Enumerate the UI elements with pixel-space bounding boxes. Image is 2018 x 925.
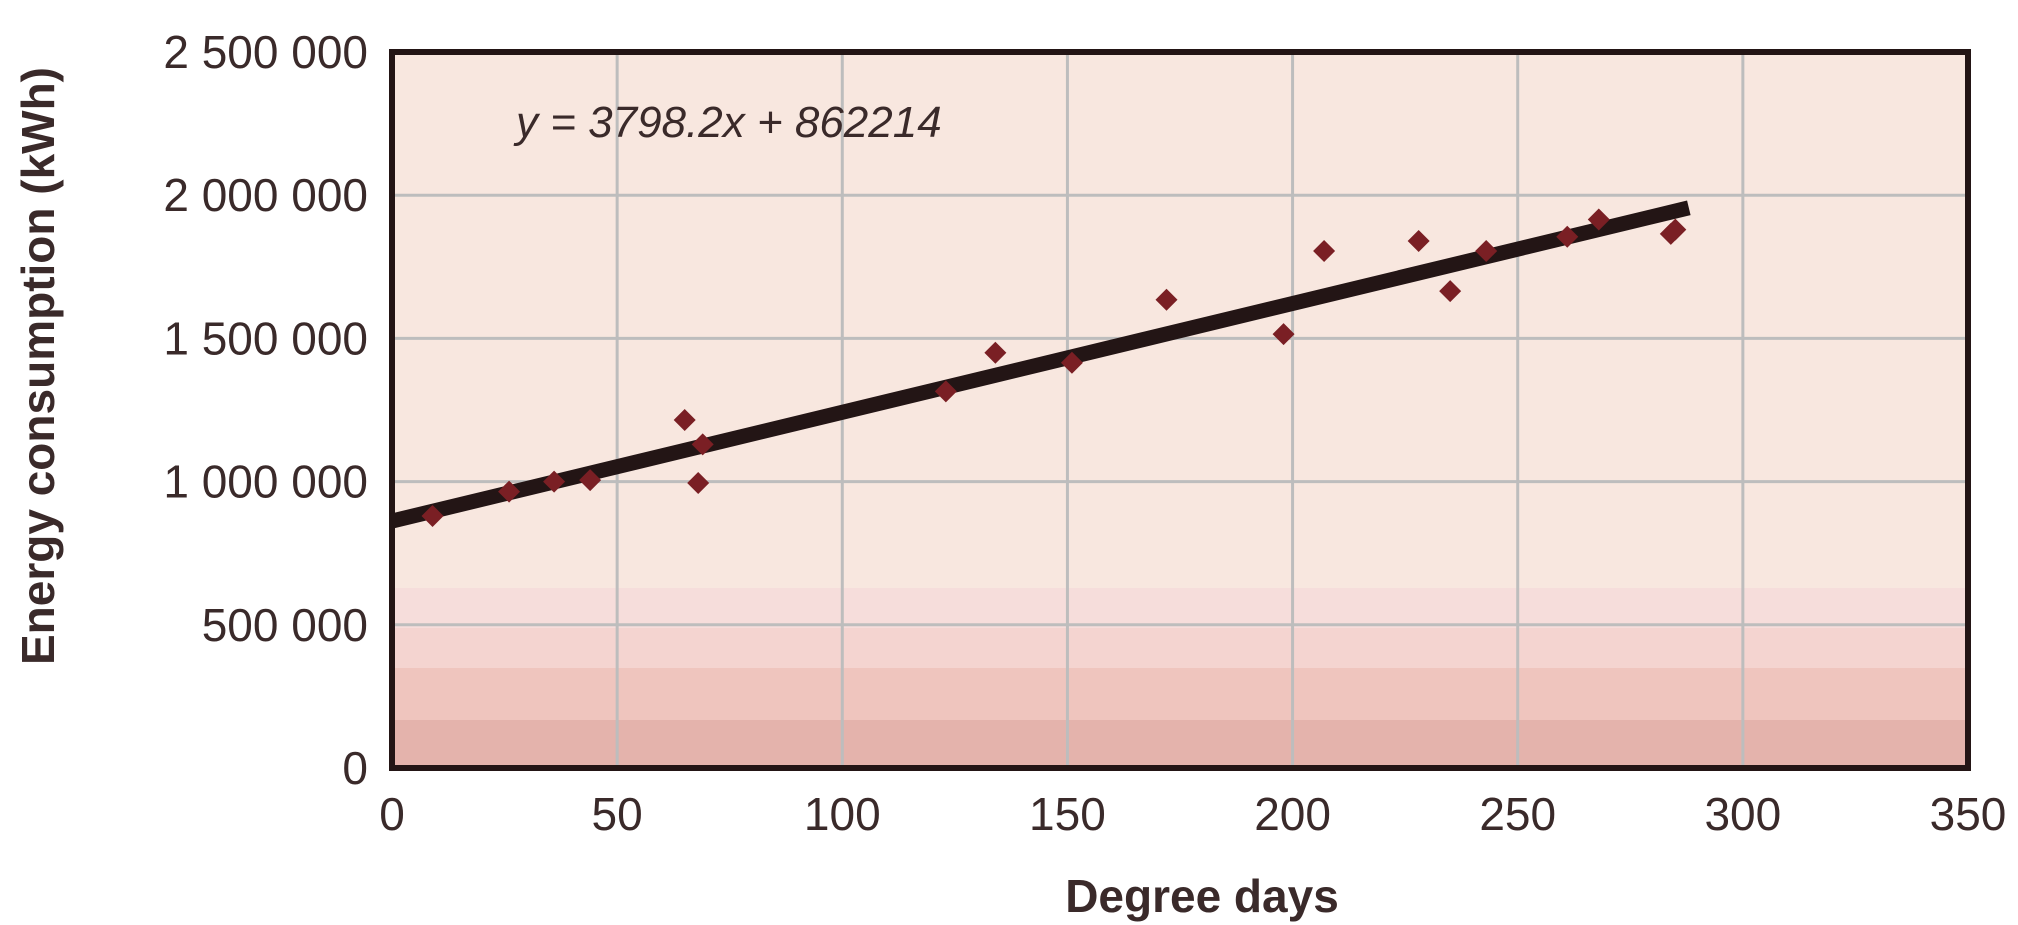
y-tick-label: 2 000 000 xyxy=(163,169,368,221)
data-points xyxy=(421,208,1687,527)
x-tick-label: 0 xyxy=(379,788,405,840)
y-tick-label: 500 000 xyxy=(202,599,368,651)
data-point xyxy=(543,470,566,493)
data-point xyxy=(1313,240,1336,263)
x-axis-ticks: 0 50 100 150 200 250 300 350 xyxy=(379,788,2006,840)
data-point xyxy=(1155,288,1178,311)
x-tick-label: 50 xyxy=(592,788,643,840)
data-point xyxy=(1587,208,1610,231)
data-point xyxy=(1475,240,1498,263)
x-tick-label: 300 xyxy=(1704,788,1781,840)
data-point xyxy=(984,341,1007,364)
data-point xyxy=(498,480,521,503)
plot-bg-band-4 xyxy=(392,720,1968,768)
regression-equation: y = 3798.2x + 862214 xyxy=(513,98,942,147)
y-tick-label: 1 000 000 xyxy=(163,456,368,508)
x-tick-label: 150 xyxy=(1029,788,1106,840)
y-tick-label: 2 500 000 xyxy=(163,26,368,78)
plot-frame xyxy=(389,49,1971,771)
x-tick-label: 100 xyxy=(804,788,881,840)
y-axis-ticks: 0 500 000 1 000 000 1 500 000 2 000 000 2 500… xyxy=(163,26,368,794)
data-point xyxy=(691,433,714,456)
x-axis-title: Degree days xyxy=(1065,870,1339,922)
data-point xyxy=(1664,218,1687,241)
data-point xyxy=(1407,230,1430,253)
x-tick-label: 200 xyxy=(1254,788,1331,840)
trendline-group xyxy=(390,200,1691,529)
data-point xyxy=(1439,280,1462,303)
data-point xyxy=(934,380,957,403)
data-point xyxy=(1556,225,1579,248)
plot-background xyxy=(392,52,1968,768)
data-point xyxy=(1272,323,1295,346)
trendline xyxy=(390,200,1691,529)
y-tick-label: 1 500 000 xyxy=(163,312,368,364)
data-point xyxy=(1060,351,1083,374)
data-point xyxy=(673,409,696,432)
x-tick-label: 250 xyxy=(1479,788,1556,840)
data-point xyxy=(579,469,602,492)
y-axis-title: Energy consumption (kWh) xyxy=(12,67,64,665)
x-tick-label: 350 xyxy=(1930,788,2007,840)
data-point xyxy=(687,472,710,495)
data-point xyxy=(421,504,444,527)
y-tick-label: 0 xyxy=(342,742,368,794)
